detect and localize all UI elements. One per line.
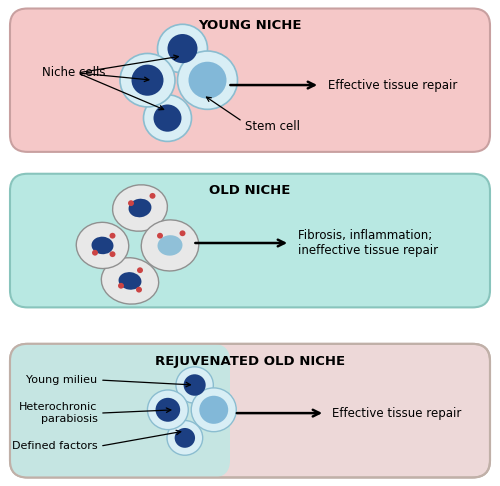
Circle shape bbox=[156, 398, 180, 422]
Circle shape bbox=[184, 374, 206, 396]
Text: YOUNG NICHE: YOUNG NICHE bbox=[198, 19, 302, 32]
Circle shape bbox=[128, 200, 134, 206]
Text: Effective tissue repair: Effective tissue repair bbox=[332, 407, 462, 419]
FancyBboxPatch shape bbox=[10, 344, 230, 477]
Circle shape bbox=[168, 34, 198, 63]
Ellipse shape bbox=[102, 258, 158, 304]
Ellipse shape bbox=[92, 237, 114, 254]
Circle shape bbox=[132, 65, 164, 96]
Circle shape bbox=[178, 51, 238, 109]
Circle shape bbox=[154, 104, 182, 132]
Circle shape bbox=[120, 53, 175, 107]
Text: OLD NICHE: OLD NICHE bbox=[210, 184, 290, 197]
Circle shape bbox=[92, 250, 98, 256]
Circle shape bbox=[191, 388, 236, 432]
Ellipse shape bbox=[158, 235, 182, 256]
Circle shape bbox=[200, 396, 228, 424]
Circle shape bbox=[180, 230, 186, 236]
Ellipse shape bbox=[142, 220, 199, 271]
Circle shape bbox=[157, 233, 163, 239]
Text: Effective tissue repair: Effective tissue repair bbox=[328, 79, 457, 91]
Text: Fibrosis, inflammation;
ineffective tissue repair: Fibrosis, inflammation; ineffective tiss… bbox=[298, 229, 438, 257]
Text: Young milieu: Young milieu bbox=[26, 375, 98, 385]
FancyBboxPatch shape bbox=[10, 344, 490, 477]
Circle shape bbox=[174, 428, 195, 448]
Text: Niche cells: Niche cells bbox=[42, 67, 106, 79]
Circle shape bbox=[110, 251, 116, 257]
Text: Heterochronic
parabiosis: Heterochronic parabiosis bbox=[19, 402, 98, 424]
Ellipse shape bbox=[112, 185, 168, 231]
Circle shape bbox=[148, 390, 188, 430]
Circle shape bbox=[158, 24, 208, 73]
Circle shape bbox=[110, 233, 116, 239]
Circle shape bbox=[118, 283, 124, 289]
Ellipse shape bbox=[128, 199, 152, 217]
Circle shape bbox=[188, 62, 226, 99]
Text: Stem cell: Stem cell bbox=[245, 120, 300, 133]
Circle shape bbox=[144, 95, 192, 141]
FancyBboxPatch shape bbox=[10, 174, 490, 308]
Circle shape bbox=[176, 367, 214, 403]
Ellipse shape bbox=[118, 272, 142, 290]
Text: Defined factors: Defined factors bbox=[12, 441, 98, 451]
Text: REJUVENATED OLD NICHE: REJUVENATED OLD NICHE bbox=[155, 355, 345, 367]
Circle shape bbox=[136, 287, 142, 293]
Circle shape bbox=[167, 420, 202, 455]
Circle shape bbox=[150, 193, 156, 199]
Ellipse shape bbox=[76, 222, 128, 269]
FancyBboxPatch shape bbox=[10, 9, 490, 152]
Circle shape bbox=[137, 267, 143, 273]
